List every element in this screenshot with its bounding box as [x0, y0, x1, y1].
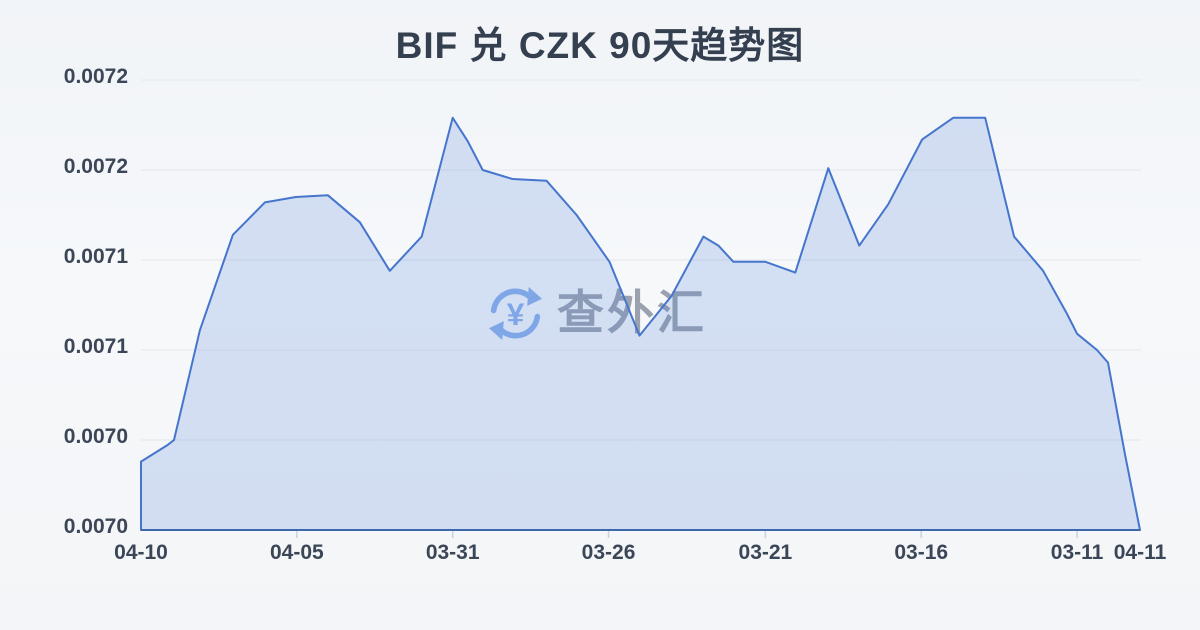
x-axis-label: 03-31 — [425, 541, 480, 564]
x-axis-label: 03-16 — [894, 541, 949, 564]
y-axis-label: 0.0070 — [63, 515, 128, 538]
chart-title: BIF 兑 CZK 90天趋势图 — [395, 25, 805, 66]
y-axis-label: 0.0070 — [63, 425, 128, 448]
x-axis-label: 04-11 — [1113, 541, 1167, 564]
y-axis-label: 0.0071 — [63, 335, 128, 358]
x-axis-label: 04-10 — [114, 541, 168, 564]
y-axis-label: 0.0071 — [63, 245, 128, 268]
x-axis-label: 03-26 — [581, 541, 636, 564]
x-axis-label: 03-11 — [1050, 541, 1104, 564]
x-axis-label: 03-21 — [738, 541, 793, 564]
y-axis-label: 0.0072 — [63, 65, 128, 88]
x-axis-label: 04-05 — [269, 541, 324, 564]
series-area — [140, 116, 1141, 531]
y-axis-label: 0.0072 — [63, 155, 128, 178]
